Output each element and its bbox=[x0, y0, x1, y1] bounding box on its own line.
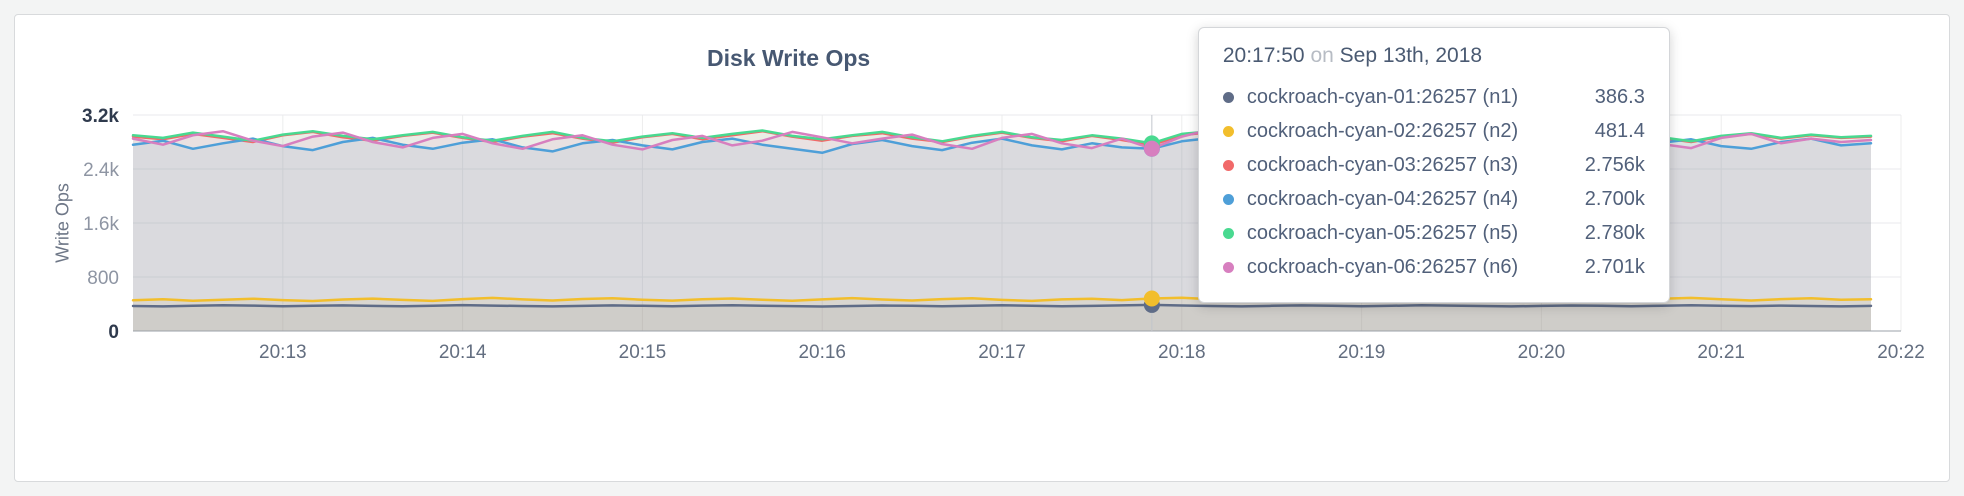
x-tick-label: 20:19 bbox=[1338, 342, 1386, 363]
tooltip-timestamp: 20:17:50 on Sep 13th, 2018 bbox=[1223, 44, 1645, 68]
hover-point-6 bbox=[1143, 140, 1160, 157]
tooltip-row: cockroach-cyan-04:26257 (n4) 2.700k bbox=[1222, 182, 1645, 216]
tooltip-series-value: 2.700k bbox=[1584, 188, 1645, 210]
tooltip-series-name: cockroach-cyan-04:26257 (n4) bbox=[1246, 188, 1519, 210]
series-color-dot bbox=[1222, 91, 1234, 103]
x-tick-label: 20:18 bbox=[1158, 342, 1206, 363]
tooltip-series-name: cockroach-cyan-03:26257 (n3) bbox=[1246, 154, 1519, 176]
tooltip-row: cockroach-cyan-01:26257 (n1) 386.3 bbox=[1222, 80, 1645, 114]
x-tick-label: 20:17 bbox=[978, 342, 1026, 363]
y-tick-label: 0 bbox=[108, 322, 119, 343]
tooltip-series-value: 481.4 bbox=[1594, 120, 1645, 142]
y-tick-label: 3.2k bbox=[82, 106, 119, 127]
tooltip-series-name: cockroach-cyan-02:26257 (n2) bbox=[1246, 120, 1519, 142]
tooltip-series-name: cockroach-cyan-01:26257 (n1) bbox=[1246, 86, 1519, 108]
series-color-dot bbox=[1222, 159, 1234, 171]
chart-panel: Disk Write Ops Write Ops 0 800 1.6k 2.4k 3.2… bbox=[14, 14, 1950, 482]
series-color-dot bbox=[1222, 193, 1234, 205]
y-axis-label: Write Ops bbox=[52, 183, 73, 263]
chart-title: Disk Write Ops bbox=[707, 45, 871, 71]
series-color-dot bbox=[1222, 125, 1234, 137]
tooltip-row: cockroach-cyan-02:26257 (n2) 481.4 bbox=[1222, 114, 1645, 148]
hover-point-2 bbox=[1143, 290, 1160, 307]
tooltip-series-name: cockroach-cyan-05:26257 (n5) bbox=[1246, 222, 1519, 244]
tooltip-rows: cockroach-cyan-01:26257 (n1) 386.3 cockroa… bbox=[1222, 80, 1645, 284]
hover-tooltip: 20:17:50 on Sep 13th, 2018 cockroach-cya… bbox=[1197, 27, 1670, 303]
series-area-1 bbox=[133, 304, 1871, 331]
tooltip-on-word: on bbox=[1310, 44, 1334, 67]
tooltip-row: cockroach-cyan-05:26257 (n5) 2.780k bbox=[1222, 216, 1645, 250]
x-tick-label: 20:21 bbox=[1697, 342, 1745, 363]
series-color-dot bbox=[1222, 227, 1234, 239]
x-tick-label: 20:16 bbox=[798, 342, 846, 363]
tooltip-time: 20:17:50 bbox=[1222, 44, 1305, 67]
x-tick-label: 20:20 bbox=[1518, 342, 1566, 363]
y-tick-label: 2.4k bbox=[83, 160, 119, 181]
tooltip-row: cockroach-cyan-03:26257 (n3) 2.756k bbox=[1222, 148, 1645, 182]
x-tick-label: 20:15 bbox=[619, 342, 667, 363]
tooltip-row: cockroach-cyan-06:26257 (n6) 2.701k bbox=[1222, 250, 1645, 284]
x-tick-label: 20:22 bbox=[1877, 342, 1925, 363]
tooltip-series-value: 2.701k bbox=[1584, 256, 1645, 278]
y-tick-label: 1.6k bbox=[83, 214, 119, 235]
tooltip-series-value: 386.3 bbox=[1594, 86, 1645, 108]
tooltip-date: Sep 13th, 2018 bbox=[1339, 44, 1483, 67]
tooltip-series-name: cockroach-cyan-06:26257 (n6) bbox=[1246, 256, 1519, 278]
series-line-1 bbox=[131, 303, 1873, 308]
tooltip-series-value: 2.756k bbox=[1584, 154, 1645, 176]
x-tick-label: 20:13 bbox=[259, 342, 307, 363]
y-tick-label: 800 bbox=[87, 268, 119, 289]
x-tick-label: 20:14 bbox=[439, 342, 487, 363]
tooltip-series-value: 2.780k bbox=[1584, 222, 1645, 244]
series-color-dot bbox=[1222, 261, 1234, 273]
